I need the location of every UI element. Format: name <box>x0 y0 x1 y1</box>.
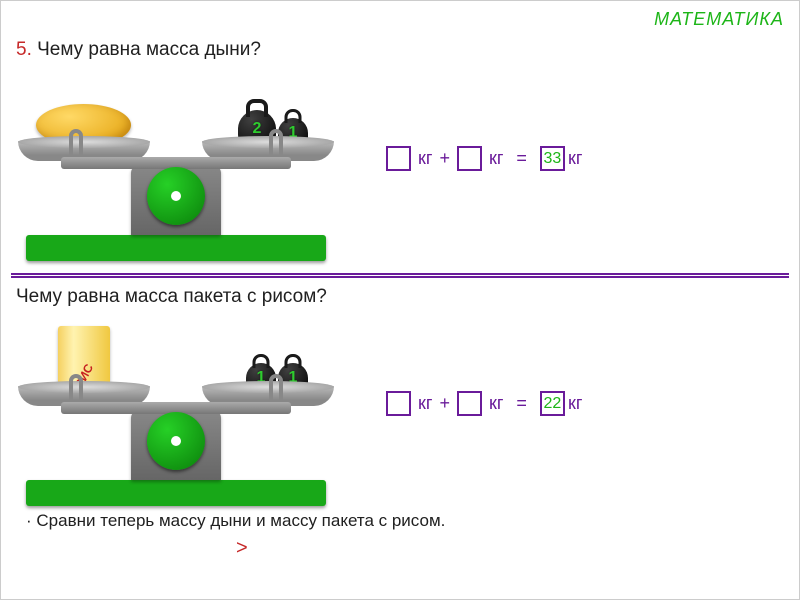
answer-value: 22 <box>544 395 562 413</box>
q1-number: 5. <box>16 39 32 60</box>
answer-group: 33 кг <box>540 146 582 171</box>
hanger-left <box>69 129 83 157</box>
plus-sign: + <box>439 148 450 169</box>
unit-kg: кг <box>489 148 503 169</box>
balance-scale-1: 2 1 <box>16 76 336 261</box>
question-3: · Сравни теперь массу дыни и массу пакет… <box>26 511 445 531</box>
unit-kg: кг <box>568 148 582 169</box>
answer-group: 22 кг <box>540 391 582 416</box>
unit-kg: кг <box>418 148 432 169</box>
q3-text: Сравни теперь массу дыни и массу пакета … <box>36 511 445 530</box>
subject-label: МАТЕМАТИКА <box>654 9 784 30</box>
unit-kg: кг <box>568 393 582 414</box>
scale-pivot-wheel <box>147 412 205 470</box>
balance-scale-2: РИС 1 1 <box>16 321 336 506</box>
equation-2: кг + кг = 22 кг <box>386 391 582 416</box>
divider <box>11 273 789 275</box>
input-box[interactable] <box>386 146 411 171</box>
answer-box[interactable]: 22 <box>540 391 565 416</box>
hanger-left <box>69 374 83 402</box>
input-box[interactable] <box>457 391 482 416</box>
equals-sign: = <box>516 393 527 414</box>
divider <box>11 276 789 278</box>
q1-text: Чему равна масса дыни? <box>37 39 261 60</box>
scale-base <box>26 480 326 506</box>
bullet: · <box>26 511 32 530</box>
input-box[interactable] <box>386 391 411 416</box>
equals-sign: = <box>516 148 527 169</box>
question-2: Чему равна масса пакета с рисом? <box>16 286 327 308</box>
input-box[interactable] <box>457 146 482 171</box>
answer-box[interactable]: 33 <box>540 146 565 171</box>
unit-kg: кг <box>489 393 503 414</box>
question-1: 5. Чему равна масса дыни? <box>16 39 261 61</box>
plus-sign: + <box>439 393 450 414</box>
answer-value: 33 <box>544 150 562 168</box>
comparison-sign: > <box>236 537 248 560</box>
unit-kg: кг <box>418 393 432 414</box>
hanger-right <box>269 129 283 157</box>
hanger-right <box>269 374 283 402</box>
scale-pivot-wheel <box>147 167 205 225</box>
equation-1: кг + кг = 33 кг <box>386 146 582 171</box>
scale-base <box>26 235 326 261</box>
